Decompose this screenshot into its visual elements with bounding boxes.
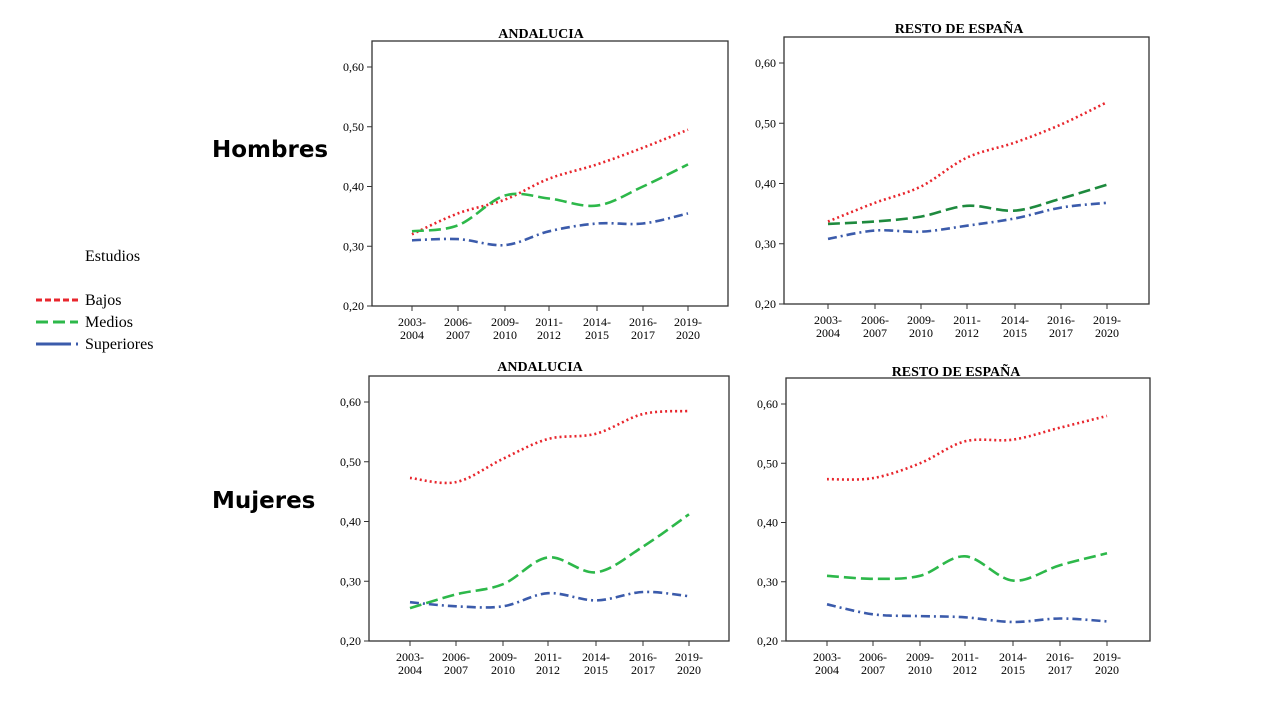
x-tick-label: 2003-2004: [814, 313, 842, 340]
x-tick-label: 2019-2020: [1093, 650, 1121, 677]
y-tick-label: 0,60: [755, 56, 776, 70]
series-line-medios: [411, 163, 689, 233]
chart-panel-1: ANDALUCIA 0,20 0,30 0,40 0,50 0,60 2003-2004 20…: [343, 27, 729, 342]
x-tick-label: 2009-2010: [906, 650, 934, 677]
series-line-bajos: [827, 101, 1108, 223]
y-tick-label: 0,50: [757, 456, 778, 470]
row-label-mujeres: Mujeres: [212, 488, 316, 514]
y-tick-label: 0,40: [340, 515, 361, 529]
series-line-bajos: [826, 414, 1108, 481]
chart-panel-4: RESTO DE ESPAÑA 0,20 0,30 0,40 0,50 0,60 2003-…: [757, 362, 1151, 677]
x-tick-label: 2014-2015: [583, 315, 611, 342]
x-tick-label: 2006-2007: [859, 650, 887, 677]
chart-title: ANDALUCIA: [498, 27, 584, 42]
chart-title: RESTO DE ESPAÑA: [895, 19, 1025, 37]
y-tick-label: 0,60: [757, 397, 778, 411]
x-tick-label: 2016-2017: [629, 315, 657, 342]
plot-frame: [368, 375, 730, 642]
legend-swatch-bajos: [36, 298, 78, 302]
x-tick-label: 2009-2010: [491, 315, 519, 342]
legend-title: Estudios: [85, 248, 141, 265]
y-tick-label: 0,40: [343, 180, 364, 194]
legend-label-bajos: Bajos: [85, 292, 122, 309]
y-tick-label: 0,30: [755, 237, 776, 251]
y-tick-label: 0,50: [343, 120, 364, 134]
series-line-bajos: [411, 128, 689, 236]
chart-panel-2: RESTO DE ESPAÑA 0,20 0,30 0,40 0,50 0,60 2003-…: [755, 19, 1150, 340]
x-tick-label: 2006-2007: [444, 315, 472, 342]
row-label-hombres: Hombres: [212, 137, 329, 163]
legend-swatch-superiores: [36, 342, 78, 346]
chart-panel-3: ANDALUCIA 0,20 0,30 0,40 0,50 0,60 2003-2004 20…: [340, 360, 730, 677]
series-line-superiores: [827, 201, 1108, 241]
y-tick-label: 0,30: [757, 575, 778, 589]
series-line-bajos: [409, 409, 690, 485]
x-tick-label: 2011-2012: [951, 650, 979, 677]
y-tick-label: 0,60: [340, 395, 361, 409]
chart-title: RESTO DE ESPAÑA: [892, 362, 1022, 380]
x-tick-label: 2014-2015: [1001, 313, 1029, 340]
y-tick-label: 0,40: [757, 516, 778, 530]
series-line-superiores: [826, 603, 1108, 624]
x-tick-label: 2019-2020: [675, 650, 703, 677]
x-tick-label: 2003-2004: [813, 650, 841, 677]
x-tick-label: 2016-2017: [1046, 650, 1074, 677]
series-line-medios: [826, 552, 1108, 582]
x-tick-label: 2014-2015: [999, 650, 1027, 677]
y-tick-label: 0,60: [343, 60, 364, 74]
x-tick-label: 2009-2010: [489, 650, 517, 677]
y-tick-label: 0,20: [755, 297, 776, 311]
legend-swatch-medios: [36, 320, 78, 324]
plot-frame: [371, 40, 729, 307]
legend-label-superiores: Superiores: [85, 336, 154, 353]
x-tick-label: 2019-2020: [674, 315, 702, 342]
series-line-medios: [827, 183, 1108, 226]
x-tick-label: 2003-2004: [396, 650, 424, 677]
x-tick-label: 2009-2010: [907, 313, 935, 340]
x-tick-label: 2011-2012: [953, 313, 981, 340]
x-tick-label: 2011-2012: [534, 650, 562, 677]
x-tick-label: 2003-2004: [398, 315, 426, 342]
y-tick-label: 0,50: [340, 455, 361, 469]
x-tick-label: 2019-2020: [1093, 313, 1121, 340]
y-tick-label: 0,30: [343, 239, 364, 253]
y-tick-label: 0,50: [755, 116, 776, 130]
chart-title: ANDALUCIA: [497, 360, 583, 375]
plot-frame: [783, 36, 1150, 305]
y-tick-label: 0,20: [343, 299, 364, 313]
x-tick-label: 2011-2012: [535, 315, 563, 342]
y-tick-label: 0,20: [340, 634, 361, 648]
plot-frame: [785, 377, 1151, 642]
x-tick-label: 2014-2015: [582, 650, 610, 677]
x-tick-label: 2006-2007: [442, 650, 470, 677]
legend-label-medios: Medios: [85, 314, 133, 331]
x-tick-label: 2016-2017: [1047, 313, 1075, 340]
x-tick-label: 2006-2007: [861, 313, 889, 340]
y-tick-label: 0,30: [340, 574, 361, 588]
x-tick-label: 2016-2017: [629, 650, 657, 677]
series-line-superiores: [411, 212, 689, 247]
y-tick-label: 0,40: [755, 177, 776, 191]
y-tick-label: 0,20: [757, 634, 778, 648]
series-line-superiores: [409, 590, 690, 609]
